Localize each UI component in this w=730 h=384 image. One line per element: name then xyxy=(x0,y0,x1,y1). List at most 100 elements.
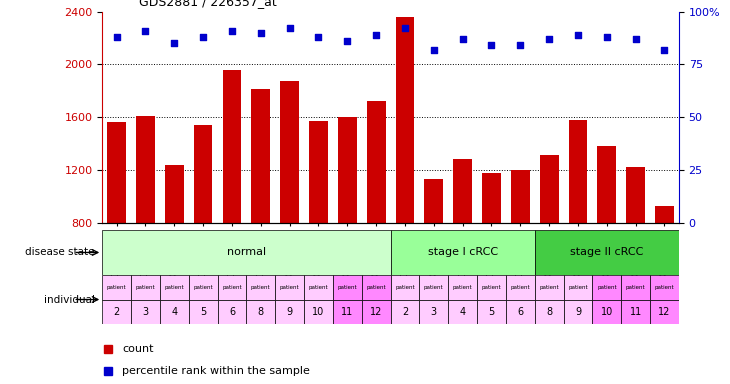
Bar xyxy=(420,275,448,300)
Text: patient: patient xyxy=(366,285,386,290)
Text: 3: 3 xyxy=(431,307,437,317)
Point xyxy=(428,46,439,53)
Bar xyxy=(136,116,155,223)
Point xyxy=(515,42,526,48)
Bar xyxy=(420,300,448,324)
Text: patient: patient xyxy=(193,285,213,290)
Text: stage II cRCC: stage II cRCC xyxy=(570,247,644,258)
Bar xyxy=(188,300,218,324)
Bar xyxy=(223,70,242,223)
Bar xyxy=(535,300,564,324)
Bar xyxy=(621,300,650,324)
Bar xyxy=(597,146,616,223)
Point xyxy=(284,25,296,31)
Text: patient: patient xyxy=(626,285,645,290)
Bar xyxy=(218,300,247,324)
Bar xyxy=(511,170,530,223)
Text: patient: patient xyxy=(395,285,415,290)
Bar xyxy=(477,300,506,324)
Text: 11: 11 xyxy=(341,307,353,317)
Bar xyxy=(650,275,679,300)
Bar xyxy=(362,300,391,324)
Bar xyxy=(160,275,188,300)
Point xyxy=(169,40,180,46)
Bar xyxy=(102,230,391,275)
Point xyxy=(139,28,151,34)
Text: patient: patient xyxy=(453,285,472,290)
Bar xyxy=(391,300,420,324)
Bar xyxy=(165,165,184,223)
Bar xyxy=(626,167,645,223)
Text: patient: patient xyxy=(539,285,559,290)
Bar xyxy=(569,120,588,223)
Bar xyxy=(131,275,160,300)
Point xyxy=(485,42,497,48)
Bar xyxy=(564,275,593,300)
Bar xyxy=(477,275,506,300)
Point xyxy=(399,25,411,31)
Text: count: count xyxy=(123,344,154,354)
Bar xyxy=(247,300,275,324)
Text: 6: 6 xyxy=(518,307,523,317)
Bar xyxy=(309,121,328,223)
Bar xyxy=(131,300,160,324)
Bar xyxy=(188,275,218,300)
Point xyxy=(658,46,670,53)
Text: 12: 12 xyxy=(370,307,383,317)
Text: patient: patient xyxy=(309,285,328,290)
Text: 8: 8 xyxy=(258,307,264,317)
Text: patient: patient xyxy=(164,285,184,290)
Bar xyxy=(102,300,131,324)
Bar xyxy=(333,275,362,300)
Bar xyxy=(506,300,534,324)
Bar xyxy=(362,275,391,300)
Point xyxy=(572,31,584,38)
Bar xyxy=(448,275,477,300)
Text: patient: patient xyxy=(568,285,588,290)
Text: 11: 11 xyxy=(629,307,642,317)
Bar xyxy=(448,300,477,324)
Point xyxy=(630,36,642,42)
Bar xyxy=(366,101,385,223)
Bar xyxy=(247,275,275,300)
Text: GDS2881 / 226357_at: GDS2881 / 226357_at xyxy=(139,0,277,8)
Bar xyxy=(655,205,674,223)
Text: percentile rank within the sample: percentile rank within the sample xyxy=(123,366,310,376)
Bar xyxy=(593,300,621,324)
Text: 9: 9 xyxy=(575,307,581,317)
Text: 9: 9 xyxy=(287,307,293,317)
Point xyxy=(457,36,469,42)
Text: 4: 4 xyxy=(172,307,177,317)
Bar xyxy=(338,117,357,223)
Point xyxy=(226,28,238,34)
Point xyxy=(370,31,382,38)
Bar xyxy=(304,300,333,324)
Bar xyxy=(535,275,564,300)
Text: patient: patient xyxy=(251,285,271,290)
Text: patient: patient xyxy=(510,285,530,290)
Text: 2: 2 xyxy=(402,307,408,317)
Text: individual: individual xyxy=(44,295,95,305)
Bar xyxy=(564,300,593,324)
Text: patient: patient xyxy=(280,285,299,290)
Bar xyxy=(391,230,535,275)
Point xyxy=(543,36,555,42)
Text: 6: 6 xyxy=(229,307,235,317)
Text: 5: 5 xyxy=(200,307,207,317)
Text: patient: patient xyxy=(107,285,126,290)
Point xyxy=(197,34,209,40)
Bar xyxy=(621,275,650,300)
Bar xyxy=(650,300,679,324)
Bar xyxy=(251,89,270,223)
Bar xyxy=(391,275,420,300)
Text: 8: 8 xyxy=(546,307,552,317)
Text: disease state: disease state xyxy=(26,247,95,258)
Point xyxy=(255,30,266,36)
Text: patient: patient xyxy=(136,285,155,290)
Text: 4: 4 xyxy=(460,307,466,317)
Bar xyxy=(275,275,304,300)
Text: 10: 10 xyxy=(601,307,613,317)
Bar xyxy=(424,179,443,223)
Bar xyxy=(160,300,188,324)
Point xyxy=(601,34,612,40)
